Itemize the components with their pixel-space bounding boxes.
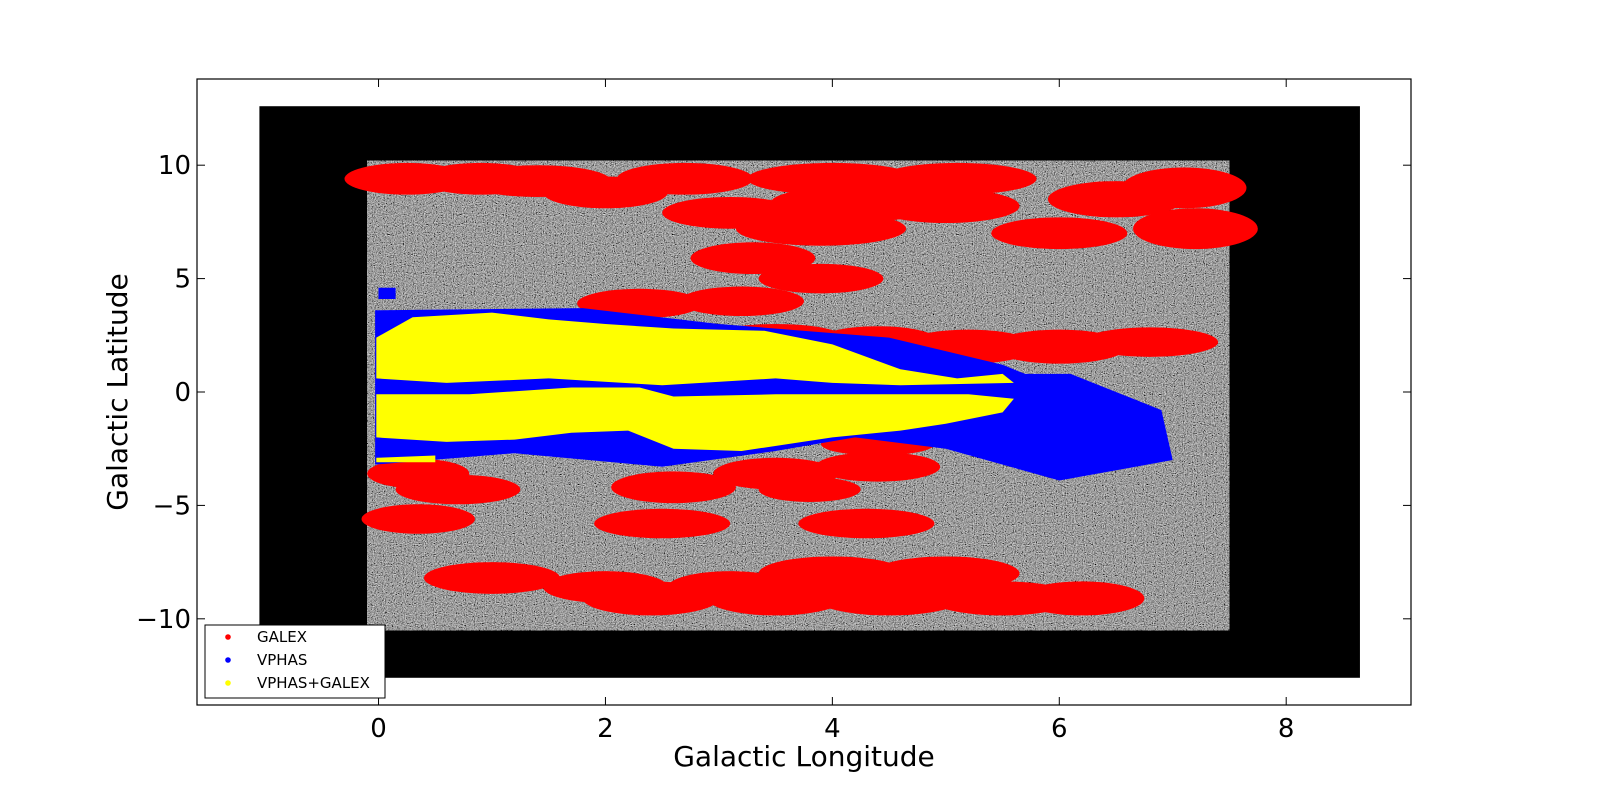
x-tick-label: 8	[1278, 714, 1295, 744]
y-tick-label: 10	[158, 151, 191, 181]
legend-marker-vphas-galex	[225, 680, 231, 686]
galex-field-27	[611, 471, 736, 504]
galex-field-25	[395, 474, 521, 505]
galex-field-16	[758, 263, 884, 294]
x-tick-label: 0	[370, 714, 387, 744]
galex-field-15	[690, 242, 816, 275]
galex-field-10	[872, 189, 1020, 224]
plot-area	[259, 106, 1360, 678]
y-tick-label: 5	[174, 265, 191, 295]
galex-field-33	[798, 508, 935, 539]
galex-field-22	[1081, 327, 1219, 357]
y-tick-label: −10	[136, 605, 191, 635]
x-tick-label: 6	[1051, 714, 1068, 744]
legend-label-vphas-galex: VPHAS+GALEX	[257, 674, 370, 692]
x-tick-label: 4	[824, 714, 841, 744]
galex-field-17	[577, 288, 702, 319]
galex-field-40	[815, 581, 963, 616]
x-axis-label: Galactic Longitude	[673, 740, 935, 773]
x-tick-label: 2	[597, 714, 614, 744]
vphas-galex-region-2	[376, 455, 436, 463]
galex-field-9	[877, 162, 1037, 195]
galex-field-32	[594, 508, 731, 539]
ticks-layer: 0 2 4 6 8 −10 −5 0 5 10	[136, 79, 1411, 744]
galex-field-41	[872, 556, 1020, 591]
galex-field-38	[707, 581, 844, 616]
galex-field-30	[815, 452, 941, 482]
vphas-galex-region-1	[376, 387, 1014, 451]
galex-field-8	[747, 162, 918, 195]
galex-field-14	[1133, 208, 1258, 250]
y-tick-label: 0	[174, 378, 191, 408]
galex-field-11	[991, 217, 1128, 250]
galex-field-4	[616, 162, 753, 195]
vphas-galex-region-0	[376, 312, 1014, 386]
galex-field-29	[758, 477, 861, 503]
series-layer	[344, 162, 1258, 616]
legend-box	[204, 624, 386, 699]
galex-field-39	[758, 556, 907, 591]
y-tick-label: −5	[153, 491, 191, 521]
vphas-region-1	[378, 287, 396, 299]
legend-label-vphas: VPHAS	[257, 651, 307, 669]
legend-marker-vphas	[225, 657, 231, 663]
galex-field-34	[423, 562, 561, 594]
galex-field-18	[679, 286, 804, 317]
galex-field-43	[1019, 581, 1145, 616]
legend-label-galex: GALEX	[257, 628, 307, 646]
galex-field-26	[361, 504, 475, 534]
legend-marker-galex	[225, 634, 231, 640]
galex-field-13	[1121, 167, 1247, 209]
legend: GALEX VPHAS VPHAS+GALEX	[204, 624, 386, 699]
y-axis-label: Galactic Latitude	[101, 273, 134, 510]
